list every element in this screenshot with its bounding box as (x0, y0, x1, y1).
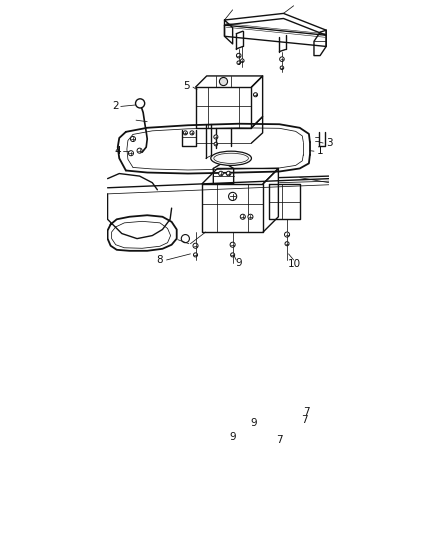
Circle shape (128, 151, 134, 156)
Text: 7: 7 (301, 415, 308, 425)
Text: 8: 8 (157, 255, 163, 265)
Circle shape (237, 53, 241, 58)
Text: 2: 2 (113, 101, 119, 111)
Circle shape (219, 171, 223, 176)
Circle shape (135, 99, 145, 108)
Text: 9: 9 (235, 257, 242, 268)
Circle shape (237, 61, 240, 64)
Circle shape (254, 93, 258, 97)
Text: 10: 10 (288, 259, 301, 269)
Circle shape (230, 253, 235, 257)
Text: 3: 3 (326, 138, 332, 148)
Circle shape (229, 192, 237, 200)
Ellipse shape (211, 151, 251, 165)
Circle shape (137, 148, 142, 153)
Text: 9: 9 (230, 432, 236, 442)
Text: 5: 5 (184, 81, 190, 91)
Circle shape (230, 242, 235, 247)
Circle shape (190, 131, 194, 135)
Text: 4: 4 (114, 146, 121, 156)
Circle shape (279, 57, 284, 61)
Circle shape (181, 235, 189, 243)
Circle shape (194, 253, 198, 257)
Text: 7: 7 (304, 408, 310, 417)
Text: 1: 1 (317, 146, 323, 156)
Circle shape (226, 171, 231, 176)
Text: 9: 9 (251, 418, 257, 427)
Circle shape (131, 136, 135, 142)
Circle shape (280, 66, 284, 70)
Circle shape (193, 243, 198, 248)
Ellipse shape (214, 153, 248, 164)
Circle shape (219, 77, 228, 86)
Circle shape (214, 142, 218, 146)
Circle shape (285, 232, 290, 237)
Circle shape (285, 241, 289, 246)
Circle shape (240, 59, 244, 62)
Text: 7: 7 (276, 435, 283, 446)
Circle shape (240, 214, 245, 219)
Circle shape (248, 214, 253, 219)
Circle shape (214, 135, 218, 139)
Circle shape (184, 131, 187, 135)
